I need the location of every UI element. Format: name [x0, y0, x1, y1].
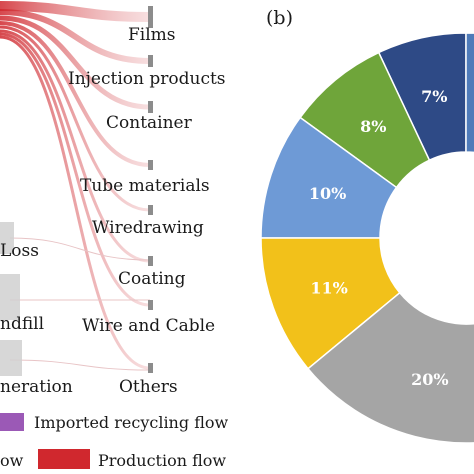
node-label: Container	[106, 113, 193, 133]
node-label: neration	[0, 377, 73, 397]
sankey-panel: Films Injection products Container Tube …	[0, 1, 228, 470]
donut-slice	[306, 291, 474, 444]
donut-labels: 7% 8% 10% 11% 20%	[309, 87, 449, 389]
production-flow	[0, 15, 151, 110]
donut-slices	[260, 32, 474, 444]
node-label: Coating	[118, 269, 186, 289]
production-flow	[0, 35, 151, 370]
node-label: Others	[119, 377, 178, 397]
legend-swatch-recycling	[0, 413, 24, 431]
sankey-nodes	[0, 6, 153, 376]
legend-label: Imported recycling flow	[34, 413, 228, 432]
sankey-node-bar	[148, 300, 153, 310]
sankey-node-bar	[148, 256, 153, 266]
sankey-node-bar	[0, 222, 14, 254]
sankey-node-bar	[148, 205, 153, 215]
sankey-flows	[0, 1, 151, 371]
slice-label: 7%	[421, 87, 447, 106]
sankey-node-bar	[0, 340, 22, 376]
sankey-node-bar	[148, 363, 153, 373]
legend-swatch-production	[38, 449, 90, 469]
donut-slice	[299, 51, 431, 189]
node-label: Tube materials	[80, 176, 210, 196]
node-label: Injection products	[68, 69, 226, 89]
node-label: Films	[128, 25, 176, 45]
recycling-flow	[9, 359, 151, 371]
node-label: Wiredrawing	[92, 218, 204, 238]
production-flow	[0, 1, 151, 22]
production-flow	[0, 9, 151, 64]
node-label: Loss	[0, 241, 39, 261]
panel-label: (b)	[266, 7, 293, 29]
donut-panel: (b) 7% 8% 10% 11% 20%	[260, 7, 474, 444]
slice-label: 11%	[310, 278, 347, 297]
sankey-node-bar	[148, 6, 153, 28]
donut-slice	[260, 116, 398, 239]
legend-label: Production flow	[98, 451, 226, 470]
sankey-node-bar	[148, 160, 153, 170]
donut-slice	[465, 32, 474, 154]
production-flow	[0, 21, 151, 167]
legend-label: ow	[0, 451, 24, 470]
sankey-node-bar	[148, 101, 153, 113]
sankey-node-bar	[148, 55, 153, 67]
node-label: Wire and Cable	[82, 316, 215, 336]
production-flow	[0, 32, 151, 307]
node-label: ndfill	[0, 314, 44, 334]
slice-label: 20%	[411, 370, 448, 389]
donut-slice	[260, 237, 401, 370]
production-flow	[0, 29, 151, 263]
slice-label: 10%	[309, 184, 346, 203]
production-flow	[0, 25, 151, 212]
slice-label: 8%	[360, 117, 386, 136]
recycling-flow	[9, 237, 151, 261]
sankey-node-bar	[0, 274, 20, 320]
